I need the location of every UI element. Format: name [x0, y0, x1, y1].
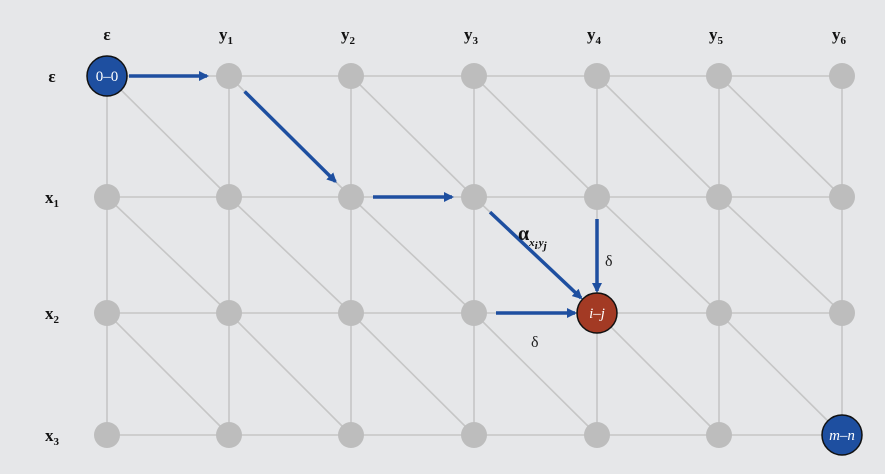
- grid-node: [461, 422, 487, 448]
- row-header: ε: [48, 67, 55, 86]
- grid-edge-diagonal: [718, 75, 843, 198]
- grid-edge-diagonal: [106, 75, 230, 198]
- grid-edge-diagonal: [350, 196, 475, 314]
- current-node: [576, 292, 618, 334]
- row-header: x2: [45, 304, 60, 326]
- grid-nodes: [94, 63, 855, 448]
- incoming-arrow: [488, 210, 583, 300]
- grid-node: [94, 184, 120, 210]
- grid-node: [338, 63, 364, 89]
- grid-edge-diagonal: [596, 312, 720, 436]
- grid-node: [706, 422, 732, 448]
- column-header: y1: [219, 25, 233, 47]
- grid-node: [706, 63, 732, 89]
- delta-horizontal-label: δ: [531, 334, 539, 351]
- column-header: y3: [464, 25, 479, 47]
- grid-node: [461, 184, 487, 210]
- grid-edge-diagonal: [596, 196, 720, 314]
- start-node-label: 0–0: [96, 69, 119, 85]
- grid-edge-diagonal: [106, 196, 230, 314]
- grid-node: [829, 300, 855, 326]
- grid-node: [461, 300, 487, 326]
- path-arrow: [243, 90, 337, 183]
- start-node: [86, 55, 128, 97]
- grid-edges: [106, 75, 843, 436]
- grid-node: [338, 422, 364, 448]
- grid-node: [216, 422, 242, 448]
- grid-node: [216, 300, 242, 326]
- alpha-cost-label: αxiyj: [518, 223, 548, 252]
- grid-edge-diagonal: [473, 312, 598, 436]
- grid-edge-diagonal: [718, 196, 843, 314]
- column-header: y2: [341, 25, 356, 47]
- column-header: y4: [587, 25, 602, 47]
- grid-edge-diagonal: [228, 312, 352, 436]
- grid-edge-diagonal: [228, 196, 352, 314]
- delta-vertical-label: δ: [605, 253, 613, 270]
- grid-edge-diagonal: [473, 75, 598, 198]
- grid-edge-diagonal: [718, 312, 843, 436]
- end-node-label: m–n: [829, 428, 855, 444]
- grid-edge-diagonal: [596, 75, 720, 198]
- grid-node: [584, 184, 610, 210]
- grid-node: [706, 184, 732, 210]
- grid-node: [338, 300, 364, 326]
- current-node-label: i–j: [589, 306, 605, 322]
- grid-node: [94, 300, 120, 326]
- grid-node: [338, 184, 364, 210]
- grid-node: [584, 422, 610, 448]
- grid-node: [461, 63, 487, 89]
- grid-node: [94, 422, 120, 448]
- axis-labels: ε y1 y2 y3 y4 y5 y6 ε x1 x2 x3 αxiyj δ δ: [45, 25, 847, 448]
- column-header: y5: [709, 25, 724, 47]
- row-header: x1: [45, 188, 59, 210]
- grid-node: [829, 63, 855, 89]
- grid-node: [216, 63, 242, 89]
- special-nodes: 0–0 i–j m–n: [86, 55, 863, 456]
- column-header: y6: [832, 25, 847, 47]
- grid-node: [829, 184, 855, 210]
- grid-edge-diagonal: [350, 312, 475, 436]
- alignment-path: [129, 71, 602, 318]
- row-header: x3: [45, 426, 60, 448]
- grid-edge-diagonal: [350, 75, 475, 198]
- grid-node: [584, 63, 610, 89]
- grid-edge-diagonal: [106, 312, 230, 436]
- grid-node: [216, 184, 242, 210]
- column-header: ε: [103, 25, 110, 44]
- grid-node: [706, 300, 732, 326]
- end-node: [821, 414, 863, 456]
